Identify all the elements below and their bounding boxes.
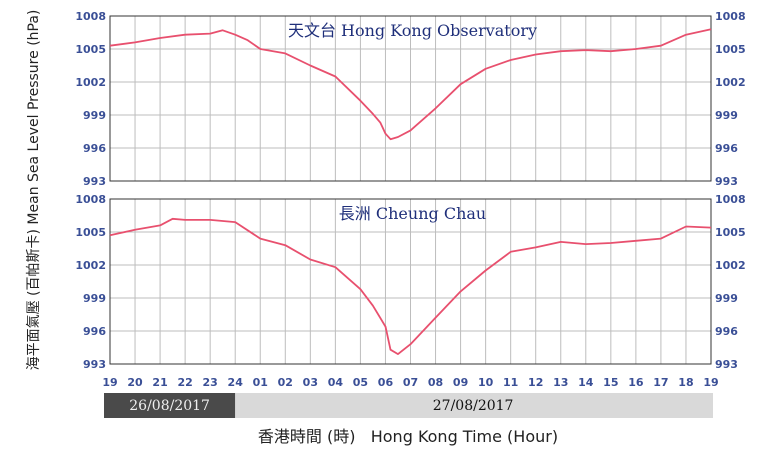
y-tick-label-right: 1005 <box>715 43 746 56</box>
x-tick-label: 12 <box>528 376 543 389</box>
chart-panels: 993 993 996 996 999 999 1002 1002 1005 1005 1008 10… <box>75 10 745 371</box>
panel-2: 993 993 996 996 999 999 1002 1002 1005 1005 1008 10… <box>75 193 745 371</box>
x-axis-label: 香港時間 (時) Hong Kong Time (Hour) <box>258 427 558 446</box>
date-segment-2 <box>235 393 714 418</box>
y-tick-label-right: 993 <box>715 175 738 188</box>
x-tick-label: 05 <box>353 376 368 389</box>
y-tick-label-left: 999 <box>83 109 106 122</box>
x-tick-label: 04 <box>328 376 344 389</box>
y-tick-label-right: 1005 <box>715 226 746 239</box>
y-tick-label-right: 1002 <box>715 259 746 272</box>
x-tick-label: 15 <box>603 376 618 389</box>
panel-title: 天文台 Hong Kong Observatory <box>288 21 537 40</box>
x-tick-label: 07 <box>403 376 418 389</box>
y-tick-label-right: 1002 <box>715 76 746 89</box>
y-tick-label-left: 1005 <box>75 226 106 239</box>
x-tick-label: 13 <box>553 376 568 389</box>
x-tick-label: 23 <box>203 376 218 389</box>
x-tick-label: 09 <box>453 376 468 389</box>
x-tick-label: 11 <box>503 376 518 389</box>
y-tick-label-right: 1008 <box>715 10 746 23</box>
y-axis-label: 海平面氣壓 (百帕斯卡) Mean Sea Level Pressure (hP… <box>26 10 42 371</box>
y-tick-label-left: 1005 <box>75 43 106 56</box>
x-tick-label: 08 <box>428 376 443 389</box>
panel-frame <box>109 15 712 182</box>
x-tick-label: 14 <box>578 376 594 389</box>
x-tick-label: 06 <box>378 376 394 389</box>
x-tick-label: 18 <box>678 376 693 389</box>
y-tick-label-left: 999 <box>83 292 106 305</box>
x-tick-label: 22 <box>177 376 192 389</box>
x-tick-label: 20 <box>127 376 143 389</box>
x-tick-label: 03 <box>303 376 318 389</box>
panel-frame <box>109 198 712 365</box>
y-tick-label-right: 999 <box>715 109 738 122</box>
series-line <box>109 28 712 141</box>
y-tick-label-right: 996 <box>715 325 738 338</box>
panel-title: 長洲 Cheung Chau <box>339 204 486 223</box>
x-tick-label: 17 <box>653 376 668 389</box>
y-tick-label-right: 999 <box>715 292 738 305</box>
x-tick-label: 10 <box>478 376 494 389</box>
y-tick-label-left: 993 <box>83 358 106 371</box>
series-line <box>109 217 712 355</box>
y-tick-label-left: 1008 <box>75 193 106 206</box>
y-tick-label-left: 1002 <box>75 76 106 89</box>
date-label-2: 27/08/2017 <box>433 398 514 414</box>
y-tick-label-left: 996 <box>83 142 106 155</box>
y-tick-label-left: 1002 <box>75 259 106 272</box>
y-tick-label-right: 1008 <box>715 193 746 206</box>
date-bar: 26/08/2017 27/08/2017 <box>104 393 714 418</box>
y-tick-label-right: 993 <box>715 358 738 371</box>
y-tick-label-left: 993 <box>83 175 106 188</box>
y-tick-label-left: 1008 <box>75 10 106 23</box>
y-tick-label-left: 996 <box>83 325 106 338</box>
x-tick-label: 19 <box>102 376 117 389</box>
date-label-1: 26/08/2017 <box>129 398 210 414</box>
x-tick-label: 19 <box>703 376 718 389</box>
x-tick-label: 16 <box>628 376 644 389</box>
x-tick-label: 21 <box>152 376 167 389</box>
panel-1: 993 993 996 996 999 999 1002 1002 1005 1005 1008 10… <box>75 10 745 188</box>
y-tick-label-right: 996 <box>715 142 738 155</box>
x-tick-label: 01 <box>253 376 268 389</box>
x-tick-label: 24 <box>228 376 244 389</box>
x-axis: 19 20 21 22 23 24 01 02 03 04 05 06 07 08 09 10 11 12 13 14… <box>102 376 718 389</box>
x-tick-label: 02 <box>278 376 293 389</box>
date-segment-1 <box>104 393 236 418</box>
